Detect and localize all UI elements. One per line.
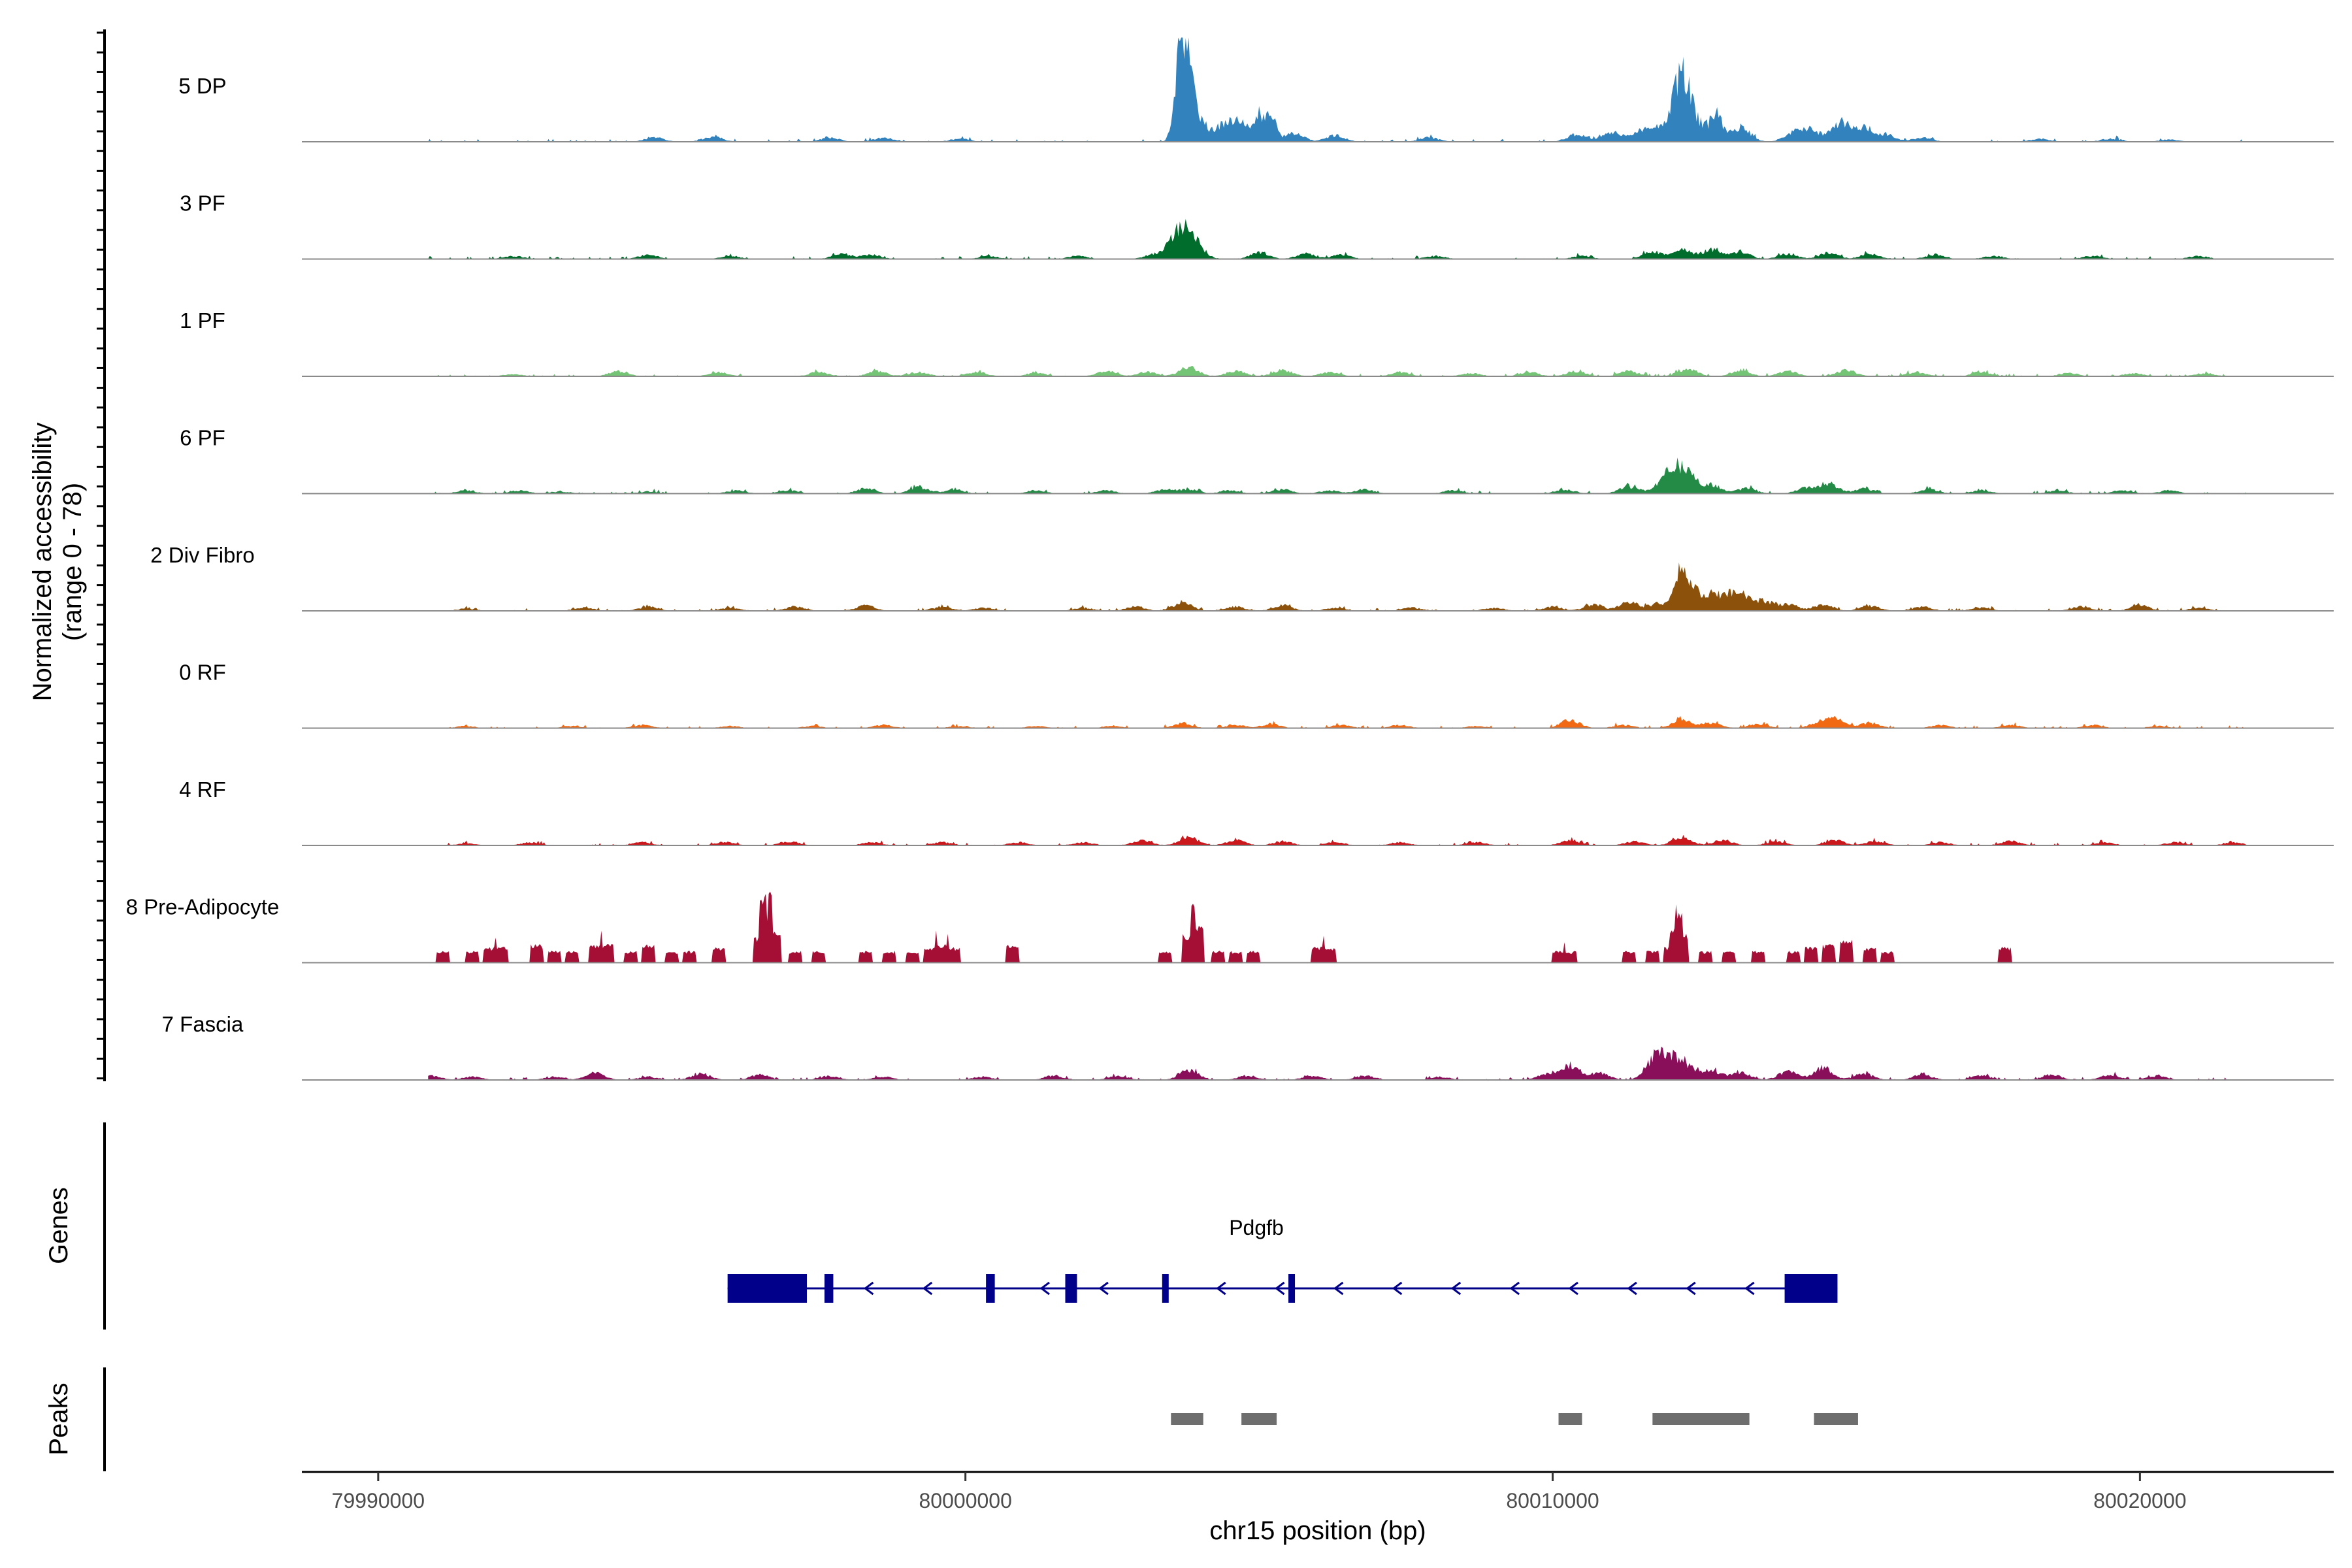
track-label-2-div-fibro: 2 Div Fibro (150, 543, 255, 567)
strand-arrow (1216, 1281, 1226, 1296)
coverage-area-6-pf (428, 457, 2246, 494)
x-tick-label: 80000000 (919, 1489, 1012, 1512)
coverage-tracks: 5 DP 3 PF 1 PF 6 PF 2 Div Fibro 0 RF 4 RF 8 Pre… (126, 37, 2334, 1081)
track-8-pre-adipocyte: 8 Pre-Adipocyte (126, 891, 2334, 964)
track-label-4-rf: 4 RF (179, 777, 226, 802)
gene-exon (1784, 1274, 1838, 1303)
coverage-area-7-fascia (428, 1047, 2246, 1080)
coverage-area-5-dp (428, 37, 2246, 142)
track-3-pf: 3 PF (180, 191, 2334, 260)
coverage-area-2-div-fibro (428, 562, 2246, 611)
peak-region (1241, 1413, 1277, 1425)
x-axis: 79990000 80000000 80010000 80020000 chr15 p… (302, 1471, 2334, 1545)
strand-arrow (1039, 1281, 1050, 1296)
strand-arrow (1627, 1281, 1637, 1296)
coverage-y-ticks (97, 31, 105, 1080)
gene-exon (1288, 1274, 1296, 1303)
strand-arrow (1744, 1281, 1755, 1296)
coverage-area-8-pre-adipocyte (428, 891, 2246, 963)
coverage-area-1-pf (428, 366, 2246, 376)
track-0-rf: 0 RF (179, 661, 2334, 729)
x-tick-label: 80010000 (1506, 1489, 1599, 1512)
track-label-7-fascia: 7 Fascia (162, 1012, 244, 1036)
track-label-6-pf: 6 PF (180, 426, 225, 450)
coverage-area-3-pf (428, 219, 2246, 259)
coverage-panel: 5 DP 3 PF 1 PF 6 PF 2 Div Fibro 0 RF 4 RF 8 Pre… (28, 29, 2334, 1081)
x-tick-label: 80020000 (2093, 1489, 2186, 1512)
strand-arrow (1509, 1281, 1520, 1296)
x-axis-title: chr15 position (bp) (1209, 1516, 1426, 1545)
peak-region (1558, 1413, 1582, 1425)
track-2-div-fibro: 2 Div Fibro (150, 543, 2334, 612)
strand-arrow (1686, 1281, 1696, 1296)
peak-region (1171, 1413, 1203, 1425)
track-6-pf: 6 PF (180, 426, 2334, 495)
track-7-fascia: 7 Fascia (162, 1012, 2334, 1081)
peaks-panel-title: Peaks (44, 1382, 73, 1455)
track-1-pf: 1 PF (180, 308, 2334, 377)
gene-model-pdgfb (727, 1274, 1838, 1303)
x-tick-label: 79990000 (332, 1489, 425, 1512)
track-label-3-pf: 3 PF (180, 191, 225, 216)
x-ticks: 79990000 80000000 80010000 80020000 (332, 1472, 2187, 1512)
gene-exon (1162, 1274, 1169, 1303)
strand-arrow (863, 1281, 874, 1296)
gene-exon (1065, 1274, 1077, 1303)
track-label-8-pre-adipocyte: 8 Pre-Adipocyte (126, 895, 280, 919)
y-axis-title-line2: (range 0 - 78) (58, 483, 87, 641)
gene-exon (824, 1274, 834, 1303)
gene-exon (727, 1274, 808, 1303)
strand-arrow (922, 1281, 933, 1296)
track-5-dp: 5 DP (178, 37, 2334, 142)
track-label-0-rf: 0 RF (179, 661, 226, 685)
y-axis-title-line1: Normalized accessibility (28, 423, 57, 702)
peak-bars (1171, 1413, 1858, 1425)
track-4-rf: 4 RF (179, 777, 2334, 846)
strand-arrow (1275, 1281, 1285, 1296)
strand-arrow (1333, 1281, 1344, 1296)
strand-arrow (1568, 1281, 1578, 1296)
track-label-5-dp: 5 DP (178, 74, 226, 98)
strand-arrow (1392, 1281, 1403, 1296)
gene-exon (986, 1274, 995, 1303)
strand-arrow (1450, 1281, 1462, 1296)
strand-arrow (1098, 1281, 1109, 1296)
track-label-1-pf: 1 PF (180, 308, 225, 333)
genes-panel-title: Genes (44, 1187, 73, 1264)
peak-region (1814, 1413, 1858, 1425)
coverage-area-0-rf (428, 715, 2246, 728)
peak-region (1652, 1413, 1750, 1425)
peaks-panel: Peaks (44, 1367, 1858, 1471)
genes-panel: Genes Pdgfb (44, 1122, 1838, 1330)
coverage-area-4-rf (428, 834, 2246, 845)
gene-label: Pdgfb (1229, 1216, 1284, 1239)
